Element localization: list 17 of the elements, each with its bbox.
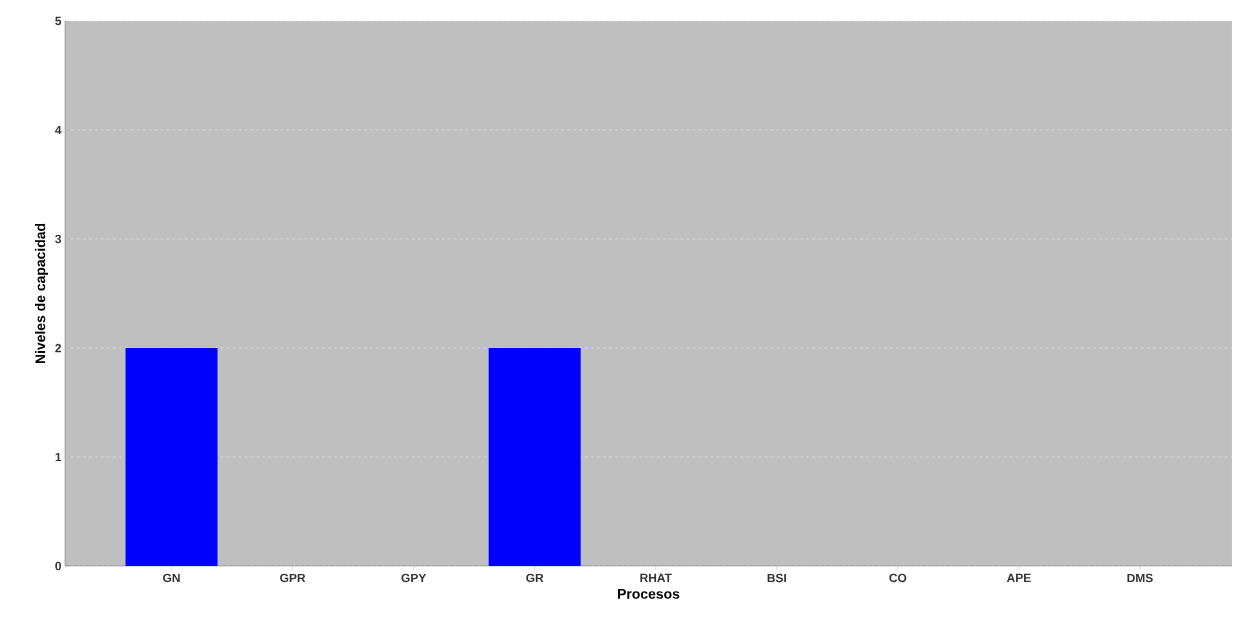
x-tick-label: GPR	[280, 573, 306, 583]
x-tick-label: BSI	[767, 573, 786, 583]
y-tick-label: 5	[55, 16, 62, 26]
x-axis-title: Procesos	[618, 589, 680, 599]
x-tick-label: APE	[1006, 573, 1031, 582]
y-axis-title: Niveles de capacidad	[35, 223, 48, 364]
y-tick-label: 3	[55, 234, 62, 244]
x-tick-label: DMS	[1127, 573, 1153, 583]
y-tick-label: 2	[55, 343, 62, 353]
x-tick-label: GR	[526, 573, 544, 583]
y-tick-label: 4	[55, 125, 62, 135]
y-tick-label: 0	[55, 561, 61, 571]
y-tick-label: 1	[55, 452, 62, 462]
x-tick-label: GN	[163, 573, 180, 583]
x-tick-label: GPY	[401, 573, 427, 583]
x-tick-label: RHAT	[640, 573, 672, 582]
x-tick-label: CO	[889, 573, 907, 583]
